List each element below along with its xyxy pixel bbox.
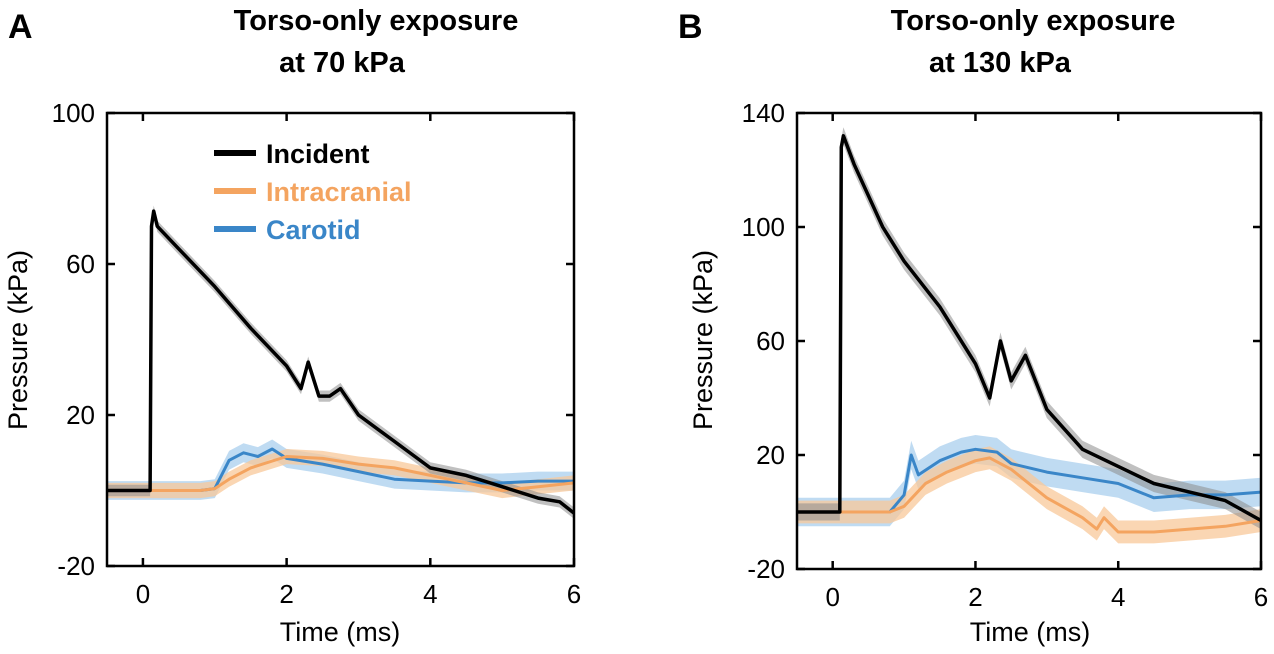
chart-a-frame	[105, 111, 576, 568]
chart-b-incident-line	[797, 134, 1262, 523]
chart-a-bands	[107, 205, 574, 519]
chart-a-carotid-line	[107, 447, 574, 492]
chart-a-x-axis-label: Time (ms)	[280, 617, 400, 647]
chart-b-carotid-line	[797, 447, 1262, 514]
chart-a-title-line-2: at 70 kPa	[279, 47, 406, 79]
chart-a-intracranial-band	[107, 449, 574, 499]
chart-a-y-axis-label: Pressure (kPa)	[3, 250, 33, 430]
chart-b-title-line-2: at 130 kPa	[929, 47, 1072, 79]
legend-label-carotid: Carotid	[266, 215, 361, 245]
chart-b-x-tick-label: 0	[825, 582, 839, 612]
chart-b-intracranial-line	[797, 456, 1262, 534]
chart-a-legend: Incident Intracranial Carotid	[214, 139, 412, 245]
chart-b-ticks: 0 2 4 6 -20 20 60 100 140	[742, 98, 1269, 612]
chart-b-y-tick-label: 60	[756, 326, 785, 356]
panel-label-b: B	[678, 8, 703, 46]
chart-b-title-line-1: Torso-only exposure	[891, 5, 1176, 37]
chart-a-y-tick-label: 60	[66, 249, 95, 279]
chart-b-lines	[797, 134, 1262, 534]
panel-label-a: A	[8, 8, 33, 46]
chart-a-x-tick-label: 4	[423, 579, 437, 609]
chart-b-intracranial-band	[797, 446, 1261, 544]
legend-label-intracranial: Intracranial	[266, 177, 412, 207]
legend-label-incident: Incident	[266, 139, 370, 169]
chart-a-ticks: 0 2 4 6 -20 20 60 100	[52, 98, 582, 609]
chart-b-y-tick-label: 100	[742, 212, 785, 242]
chart-a-intracranial-line	[107, 455, 575, 492]
chart-a-incident-line	[107, 209, 576, 515]
chart-b-x-axis-label: Time (ms)	[970, 617, 1090, 647]
chart-b-x-tick-label: 4	[1111, 582, 1125, 612]
chart-b: 0 2 4 6 -20 20 60 100 140 Time (ms) Pressure (kP…	[688, 98, 1268, 647]
chart-b-y-tick-label: 140	[742, 98, 785, 128]
chart-a-x-tick-label: 0	[136, 579, 150, 609]
chart-b-y-tick-label: 20	[756, 440, 785, 470]
chart-a-y-tick-label: 100	[52, 98, 95, 128]
chart-a-x-tick-label: 2	[279, 579, 293, 609]
chart-a-title-line-1: Torso-only exposure	[234, 5, 519, 37]
chart-b-y-tick-label: -20	[747, 554, 785, 584]
chart-a-lines	[107, 209, 576, 515]
chart-a-x-tick-label: 6	[567, 579, 581, 609]
chart-b-x-tick-label: 6	[1254, 582, 1268, 612]
chart-a-y-tick-label: 20	[66, 400, 95, 430]
chart-b-x-tick-label: 2	[968, 582, 982, 612]
chart-b-y-axis-label: Pressure (kPa)	[688, 250, 718, 430]
chart-a-y-tick-label: -20	[57, 551, 95, 581]
